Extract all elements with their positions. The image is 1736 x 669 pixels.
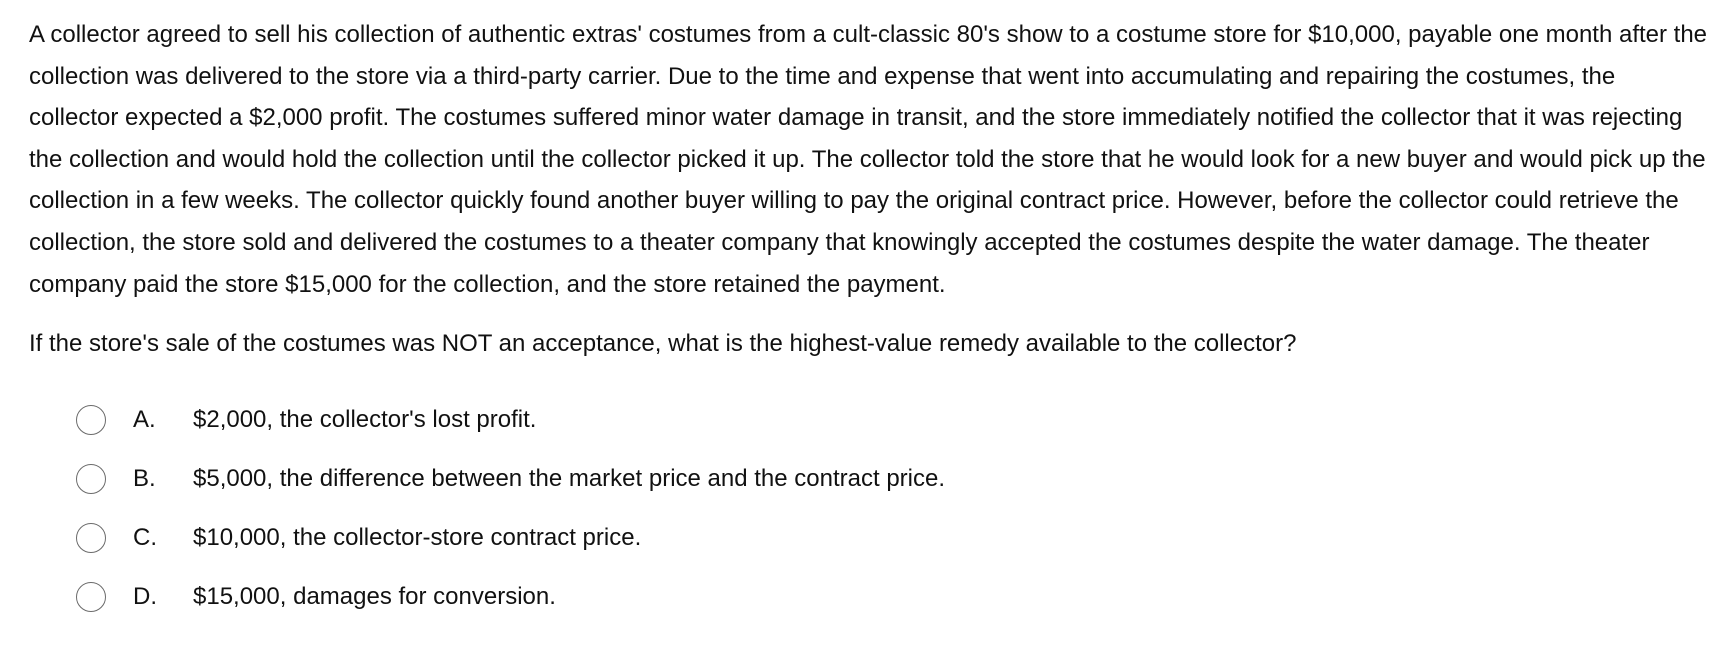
option-letter: B. <box>133 465 156 493</box>
option-letter: D. <box>133 583 157 611</box>
radio-button-d[interactable] <box>76 582 106 613</box>
answer-option-d[interactable]: D. $15,000, damages for conversion. <box>29 568 1707 627</box>
answer-options: A. $2,000, the collector's lost profit. … <box>29 391 1707 627</box>
option-text: $2,000, the collector's lost profit. <box>193 406 537 434</box>
option-text: $15,000, damages for conversion. <box>193 583 556 611</box>
radio-button-b[interactable] <box>76 464 106 495</box>
question-stem: If the store's sale of the costumes was … <box>29 330 1297 358</box>
answer-option-c[interactable]: C. $10,000, the collector-store contract… <box>29 509 1707 568</box>
answer-option-a[interactable]: A. $2,000, the collector's lost profit. <box>29 391 1707 450</box>
option-letter: A. <box>133 406 156 434</box>
option-text: $10,000, the collector-store contract pr… <box>193 524 642 552</box>
radio-button-c[interactable] <box>76 523 106 554</box>
radio-button-a[interactable] <box>76 405 106 436</box>
option-text: $5,000, the difference between the marke… <box>193 465 946 493</box>
question-passage: A collector agreed to sell his collectio… <box>29 21 1708 298</box>
option-letter: C. <box>133 524 157 552</box>
answer-option-b[interactable]: B. $5,000, the difference between the ma… <box>29 450 1707 509</box>
